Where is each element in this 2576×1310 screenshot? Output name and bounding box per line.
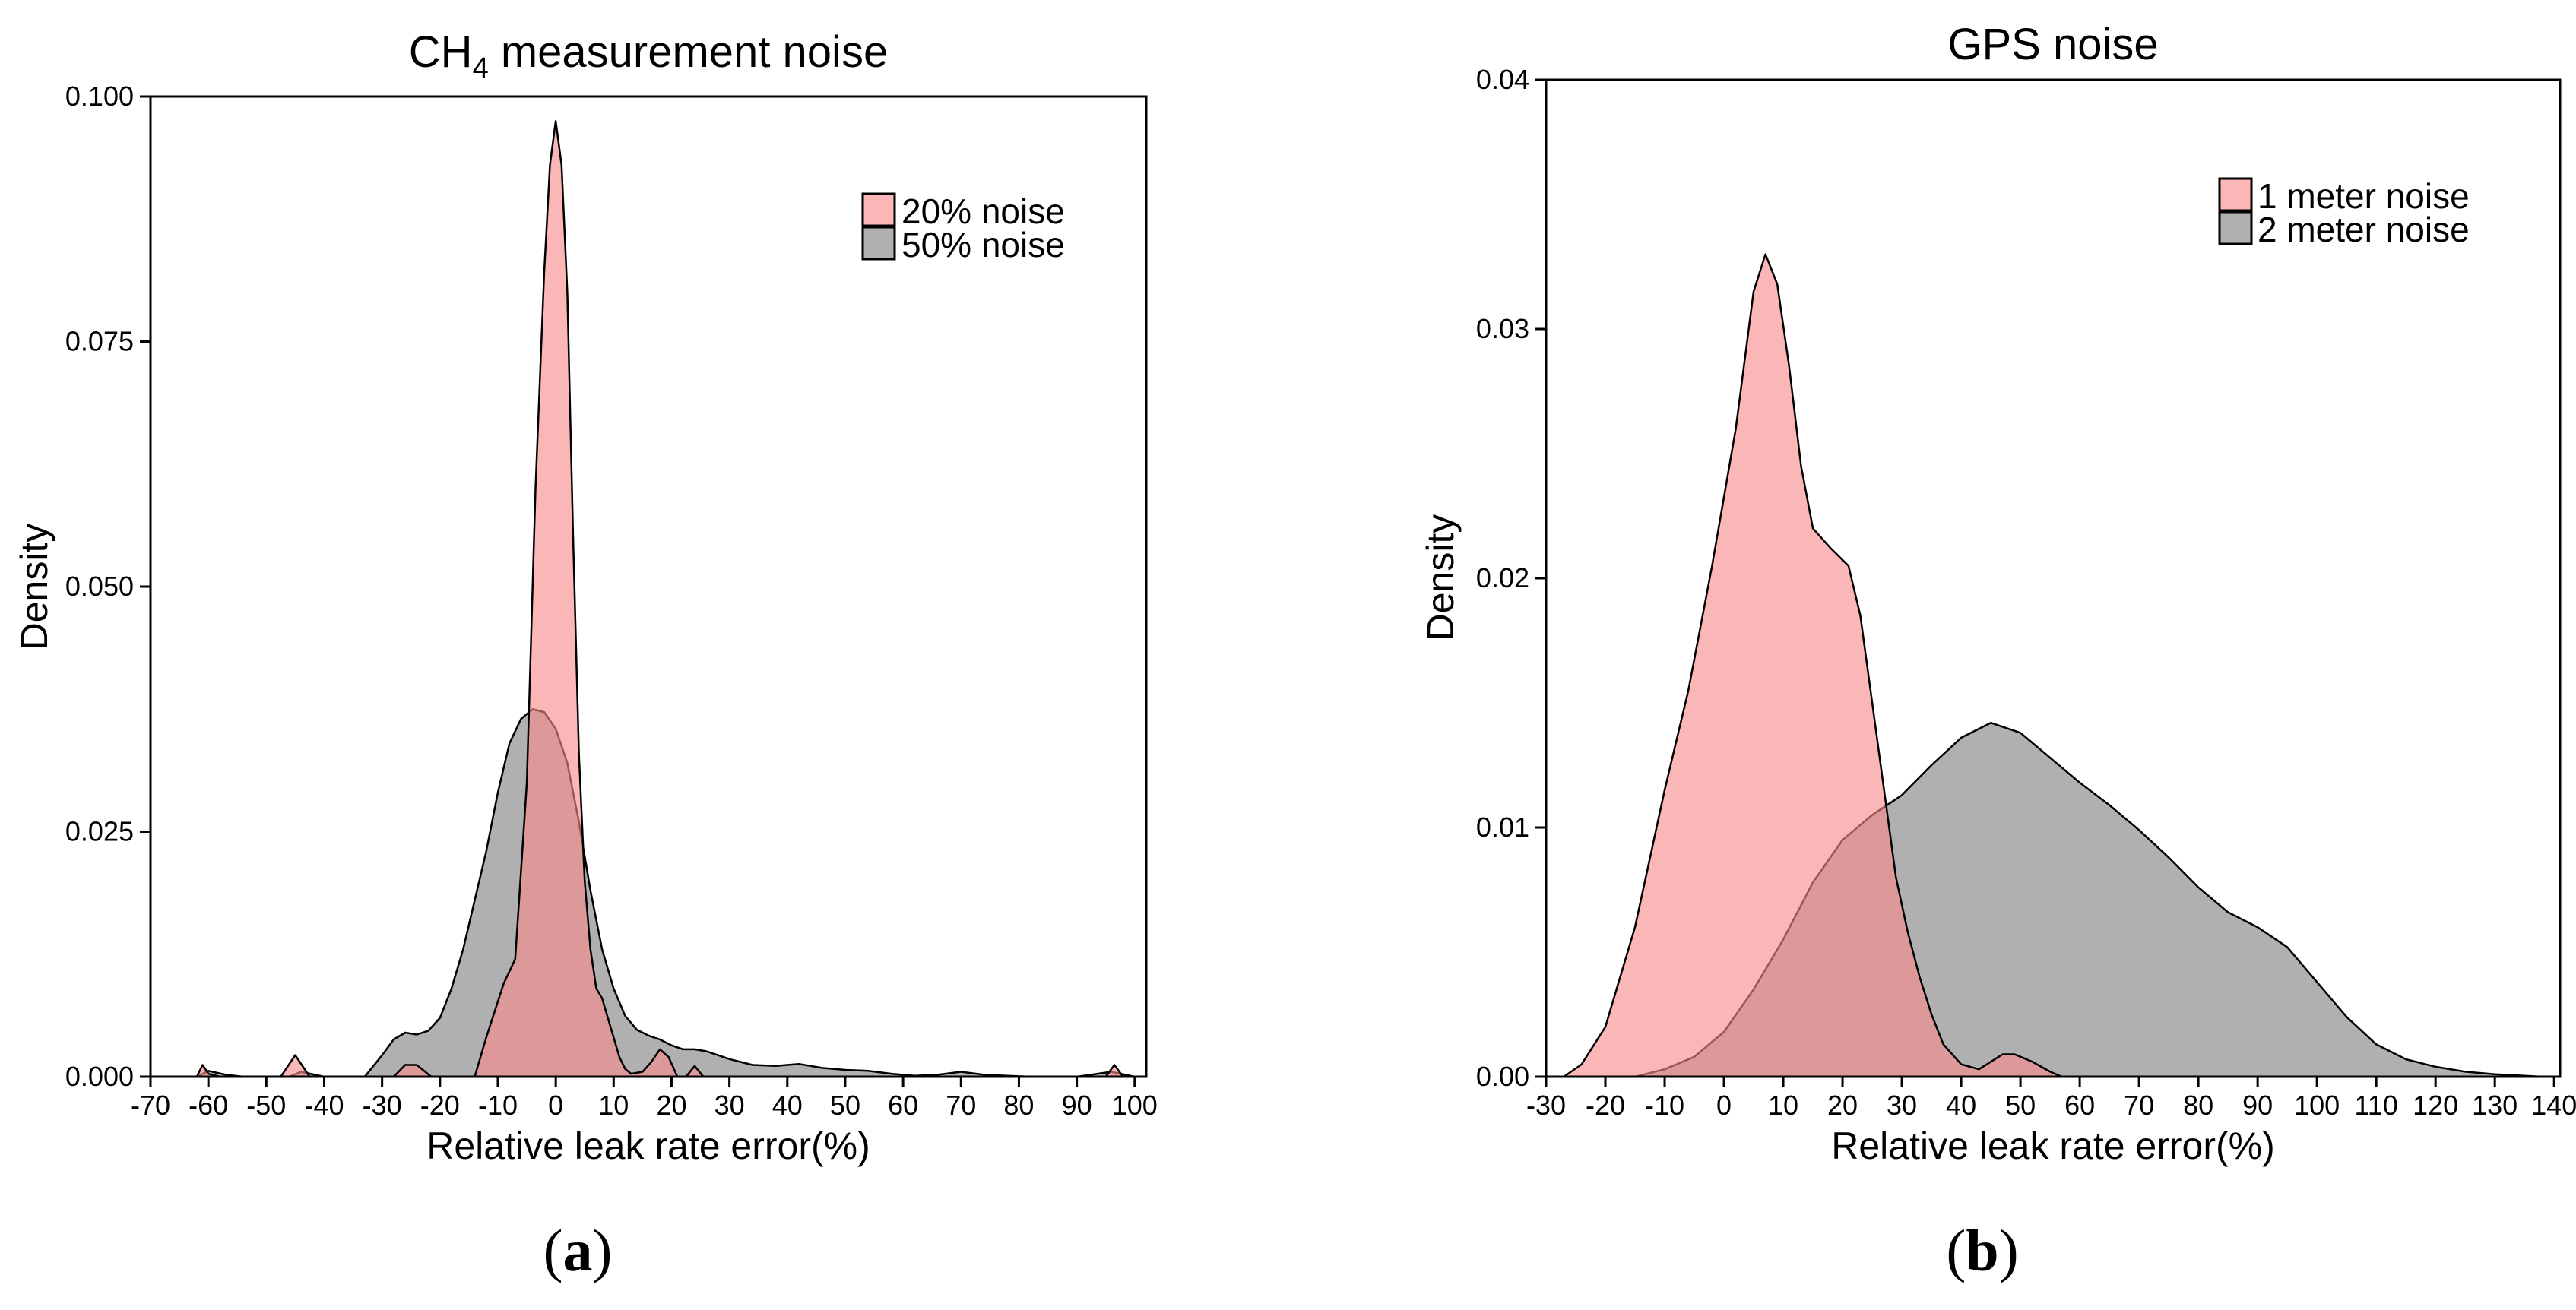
- y-ticks-b: 0.00 0.01 0.02 0.03 0.04: [1476, 64, 1546, 1092]
- legend-swatch-2-meter-noise: [2218, 210, 2253, 245]
- legend-swatch-50-noise: [861, 226, 896, 261]
- density-area-1-meter-noise: [1563, 253, 2063, 1077]
- x-tick-label: 30: [714, 1090, 745, 1121]
- density-areas-a: [195, 120, 1136, 1077]
- y-ticks-a: 0.000 0.025 0.050 0.075 0.100: [65, 81, 151, 1092]
- x-tick-label: 130: [2472, 1090, 2517, 1121]
- x-tick-label: 0: [548, 1090, 563, 1121]
- x-tick-label: 40: [772, 1090, 803, 1121]
- x-tick-label: 140: [2531, 1090, 2576, 1121]
- y-tick-label: 0.100: [65, 81, 134, 112]
- legend-swatch-20-noise: [861, 192, 896, 227]
- legend-label-2-meter-noise: 2 meter noise: [2258, 210, 2470, 249]
- x-tick-label: 100: [2294, 1090, 2340, 1121]
- y-tick-label: 0.04: [1476, 64, 1529, 95]
- x-tick-label: -30: [363, 1090, 402, 1121]
- x-tick-label: 40: [1946, 1090, 1976, 1121]
- x-tick-label: 10: [598, 1090, 629, 1121]
- x-axis-label-b: Relative leak rate error(%): [1831, 1125, 2275, 1167]
- y-tick-label: 0.02: [1476, 562, 1529, 593]
- legend-a: 20% noise 50% noise: [861, 191, 1065, 264]
- x-tick-label: 80: [2183, 1090, 2213, 1121]
- x-tick-label: 90: [1062, 1090, 1092, 1121]
- chart-title-b: GPS noise: [1947, 20, 2158, 69]
- x-tick-label: 70: [2124, 1090, 2154, 1121]
- density-area-20-noise: [195, 120, 1124, 1077]
- y-axis-label-a: Density: [13, 524, 55, 650]
- x-ticks-b: -30 -20 -10 0 10 20 30 40 50 60 70 80 90 100 110 120 130…: [1526, 1077, 2576, 1121]
- x-tick-label: 50: [2005, 1090, 2036, 1121]
- chart-title-a: CH4 measurement noise: [409, 27, 888, 84]
- x-tick-label: 90: [2242, 1090, 2273, 1121]
- y-tick-label: 0.050: [65, 571, 134, 602]
- legend-label-20-noise: 20% noise: [901, 191, 1065, 231]
- x-tick-label: -40: [304, 1090, 344, 1121]
- x-tick-label: -20: [420, 1090, 460, 1121]
- legend-b: 1 meter noise 2 meter noise: [2218, 176, 2470, 249]
- x-tick-label: 60: [2064, 1090, 2095, 1121]
- y-tick-label: 0.000: [65, 1061, 134, 1092]
- x-tick-label: -10: [1645, 1090, 1684, 1121]
- x-tick-label: 20: [1827, 1090, 1858, 1121]
- legend-label-1-meter-noise: 1 meter noise: [2258, 176, 2470, 216]
- x-tick-label: 110: [2354, 1090, 2397, 1121]
- density-areas-b: [1563, 253, 2543, 1077]
- x-tick-label: -60: [189, 1090, 228, 1121]
- x-tick-label: 60: [888, 1090, 918, 1121]
- panel-label-a: (a): [543, 1217, 613, 1283]
- x-tick-label: -10: [478, 1090, 518, 1121]
- panel-label-b: (b): [1946, 1217, 2018, 1283]
- x-tick-label: 80: [1003, 1090, 1034, 1121]
- y-tick-label: 0.03: [1476, 313, 1529, 344]
- x-tick-label: 10: [1768, 1090, 1798, 1121]
- x-tick-label: -20: [1586, 1090, 1625, 1121]
- x-axis-label-a: Relative leak rate error(%): [426, 1125, 870, 1167]
- x-tick-label: 70: [946, 1090, 976, 1121]
- x-tick-label: 0: [1716, 1090, 1732, 1121]
- x-tick-label: 50: [830, 1090, 860, 1121]
- y-axis-label-b: Density: [1419, 514, 1462, 641]
- panel-b: GPS noise -30 -20 -10 0 10 20 30 40 50 60 70 80 90 10…: [1419, 20, 2576, 1283]
- density-area-50-noise: [195, 708, 1136, 1077]
- panel-a: CH4 measurement noise -70 -60 -50 -40 -30 -20…: [13, 27, 1158, 1283]
- legend-label-50-noise: 50% noise: [901, 225, 1065, 264]
- x-tick-label: 100: [1112, 1090, 1158, 1121]
- x-tick-label: -70: [131, 1090, 170, 1121]
- x-tick-label: 30: [1887, 1090, 1917, 1121]
- y-tick-label: 0.00: [1476, 1061, 1529, 1092]
- x-tick-label: -50: [246, 1090, 286, 1121]
- x-tick-label: 20: [656, 1090, 686, 1121]
- y-tick-label: 0.01: [1476, 812, 1529, 843]
- y-tick-label: 0.075: [65, 326, 134, 357]
- x-ticks-a: -70 -60 -50 -40 -30 -20 -10 0 10 20 30 40 50 60 70 80 90…: [131, 1077, 1158, 1121]
- x-tick-label: 120: [2413, 1090, 2458, 1121]
- y-tick-label: 0.025: [65, 816, 134, 847]
- x-tick-label: -30: [1526, 1090, 1566, 1121]
- legend-swatch-1-meter-noise: [2218, 177, 2253, 212]
